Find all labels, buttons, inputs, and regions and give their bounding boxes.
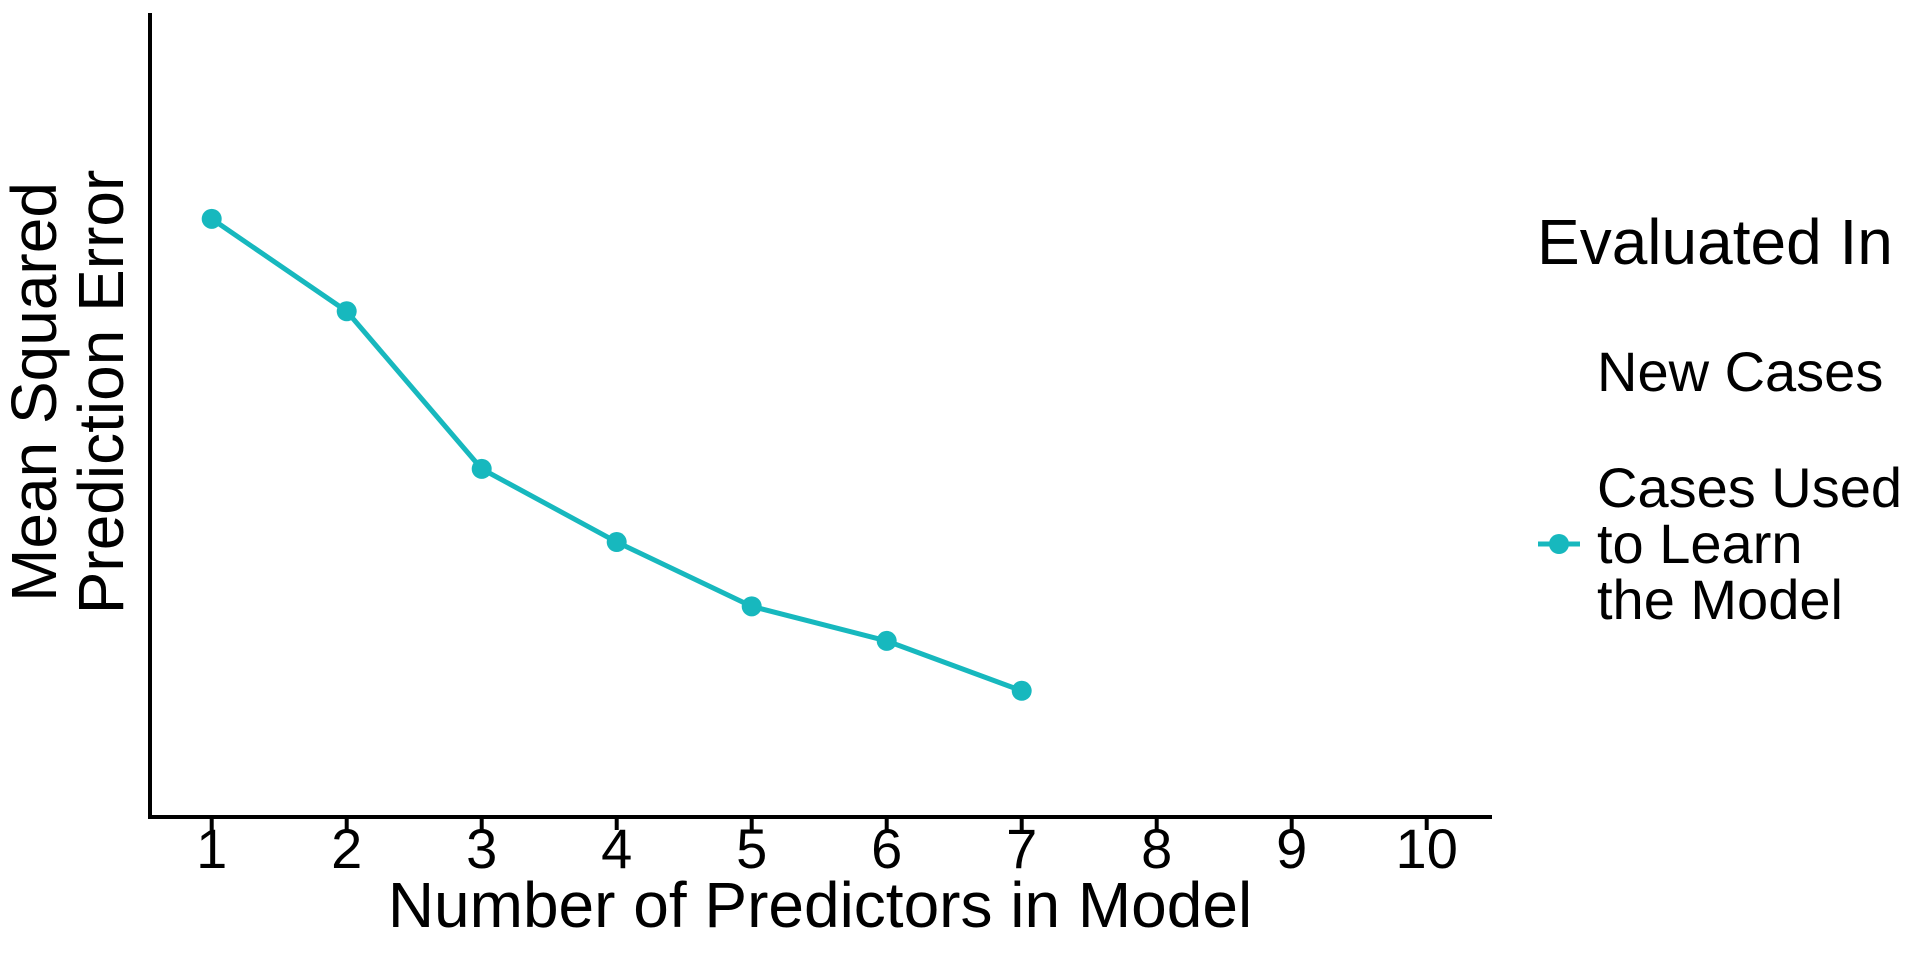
y-axis-title: Mean Squared Prediction Error	[0, 169, 137, 615]
legend-label-new-cases: New Cases	[1597, 340, 1884, 403]
legend-entry-new-cases: New Cases	[1537, 344, 1920, 400]
legend: Evaluated In New Cases Cases Used to Lea…	[1537, 210, 1920, 628]
x-tick-label: 3	[466, 817, 497, 880]
legend-key-line-circle-icon	[1537, 532, 1581, 556]
data-point	[606, 532, 627, 553]
x-tick-label: 5	[736, 817, 767, 880]
x-tick-label: 2	[331, 817, 362, 880]
x-axis-title: Number of Predictors in Model	[387, 869, 1253, 941]
x-tick-label: 8	[1141, 817, 1172, 880]
x-tick-label: 1	[196, 817, 227, 880]
data-point	[876, 630, 897, 651]
data-point	[336, 301, 357, 322]
x-tick-label: 6	[871, 817, 902, 880]
legend-entry-training-cases: Cases Used to Learn the Model	[1537, 460, 1920, 628]
x-tick-label: 10	[1396, 817, 1458, 880]
data-point	[471, 458, 492, 479]
series-line	[209, 216, 1025, 694]
legend-title: Evaluated In	[1537, 206, 1893, 278]
data-point	[1011, 680, 1032, 701]
legend-key-blank	[1537, 360, 1581, 384]
x-tick-label: 4	[601, 817, 632, 880]
legend-label-training-cases: Cases Used to Learn the Model	[1597, 456, 1903, 631]
data-point	[741, 596, 762, 617]
x-tick-label: 7	[1006, 817, 1037, 880]
x-tick-label: 9	[1276, 817, 1307, 880]
data-point	[201, 208, 222, 229]
